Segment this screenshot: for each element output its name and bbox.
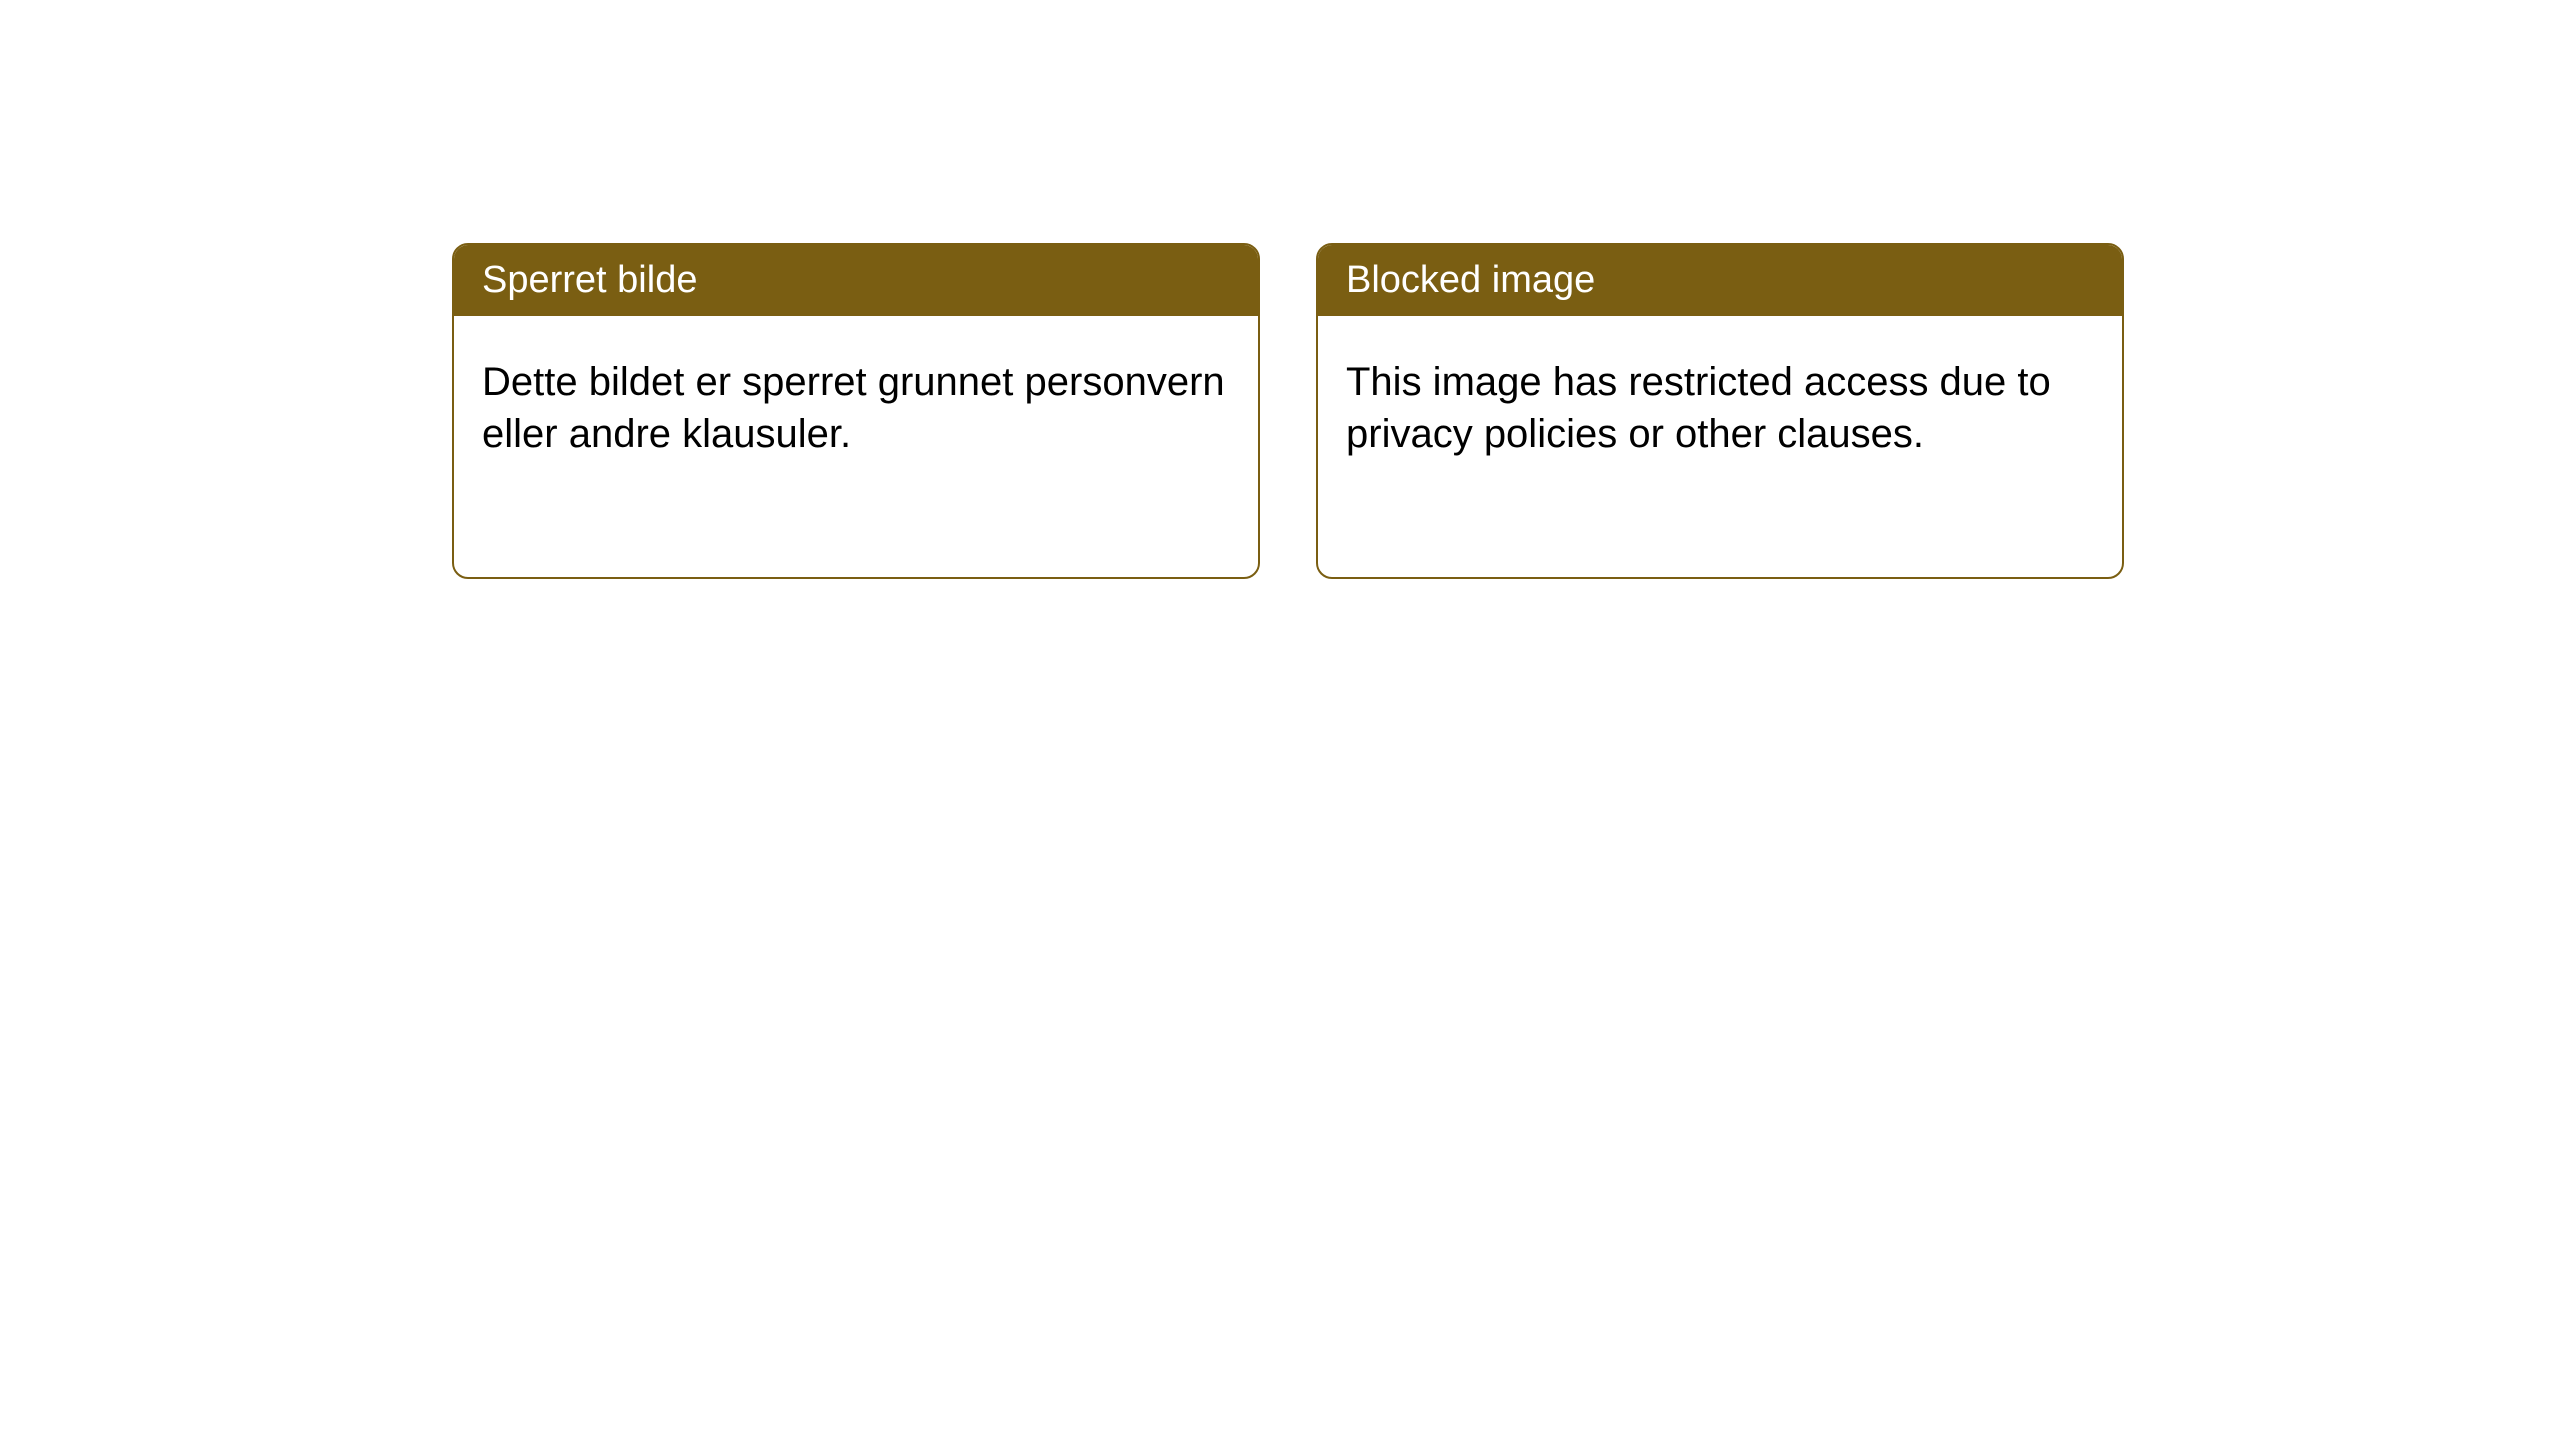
card-header-norwegian: Sperret bilde bbox=[454, 245, 1258, 316]
card-english: Blocked image This image has restricted … bbox=[1316, 243, 2124, 579]
card-header-english: Blocked image bbox=[1318, 245, 2122, 316]
card-body-norwegian: Dette bildet er sperret grunnet personve… bbox=[454, 316, 1258, 500]
cards-container: Sperret bilde Dette bildet er sperret gr… bbox=[452, 243, 2124, 579]
card-norwegian: Sperret bilde Dette bildet er sperret gr… bbox=[452, 243, 1260, 579]
card-body-english: This image has restricted access due to … bbox=[1318, 316, 2122, 500]
